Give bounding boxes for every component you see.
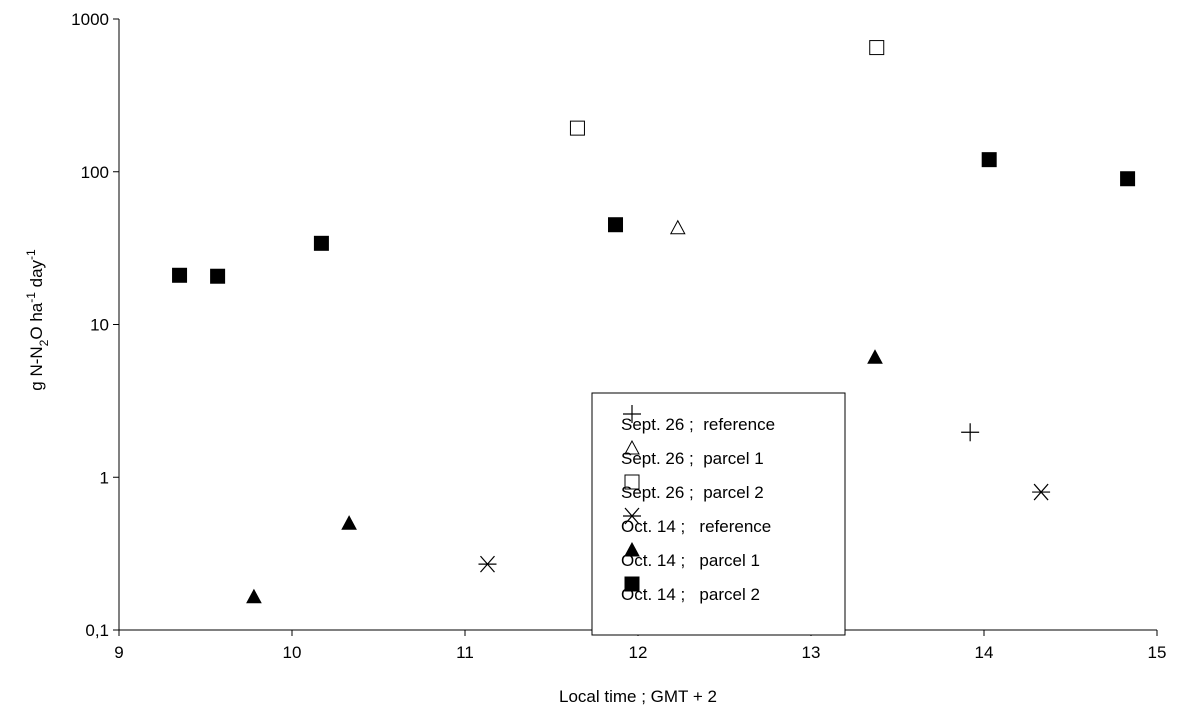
data-point-asterisk	[1032, 483, 1051, 501]
legend-label: Oct. 14 ; parcel 2	[621, 585, 760, 604]
x-axis-title: Local time ; GMT + 2	[559, 687, 717, 706]
x-tick-label: 9	[114, 643, 123, 662]
legend-label: Sept. 26 ; reference	[621, 415, 775, 434]
x-tick-label: 11	[456, 643, 474, 662]
data-point-square-open	[569, 120, 585, 136]
x-tick-label: 12	[629, 643, 648, 662]
data-point-square-open	[869, 40, 885, 56]
y-tick-label: 1000	[71, 10, 109, 29]
x-tick-label: 14	[975, 643, 994, 662]
data-point-square-filled	[172, 267, 188, 283]
y-tick-label: 0,1	[85, 621, 109, 640]
data-point-plus	[961, 423, 980, 442]
y-tick-label: 10	[90, 316, 109, 335]
data-point-triangle-filled	[341, 515, 357, 530]
data-point-square-filled	[210, 268, 226, 284]
x-tick-label: 10	[283, 643, 302, 662]
y-tick-label: 1	[100, 468, 109, 487]
legend-marker-plus	[623, 405, 641, 423]
legend-marker-triangle-open	[624, 439, 640, 455]
data-point-asterisk	[478, 555, 497, 573]
data-point-triangle-open	[669, 219, 686, 235]
legend-label: Sept. 26 ; parcel 2	[621, 483, 764, 502]
legend: Sept. 26 ; reference Sept. 26 ; parcel 1 S…	[591, 392, 846, 636]
data-point-triangle-filled	[246, 588, 262, 604]
x-tick-label: 13	[802, 643, 821, 662]
axes: 0,1 1 10 100 1000 9 10 11 12 13 14 15	[71, 10, 1166, 662]
y-tick-label: 100	[81, 163, 109, 182]
data-point-square-filled	[608, 217, 624, 233]
y-axis-title: g N-N2O ha-1 day-1	[24, 249, 51, 391]
legend-label: Sept. 26 ; parcel 1	[621, 449, 764, 468]
x-tick-label: 15	[1148, 643, 1167, 662]
data-points	[172, 40, 1136, 604]
legend-label: Oct. 14 ; parcel 1	[621, 551, 760, 570]
data-point-square-filled	[313, 235, 329, 251]
legend-label: Oct. 14 ; reference	[621, 517, 771, 536]
data-point-triangle-filled	[867, 349, 883, 364]
legend-marker-asterisk	[623, 507, 641, 525]
legend-marker-square-open	[624, 474, 640, 490]
data-point-square-filled	[981, 152, 997, 168]
legend-marker-triangle-filled	[624, 541, 640, 557]
legend-marker-square-filled	[624, 576, 640, 592]
data-point-square-filled	[1120, 171, 1136, 187]
